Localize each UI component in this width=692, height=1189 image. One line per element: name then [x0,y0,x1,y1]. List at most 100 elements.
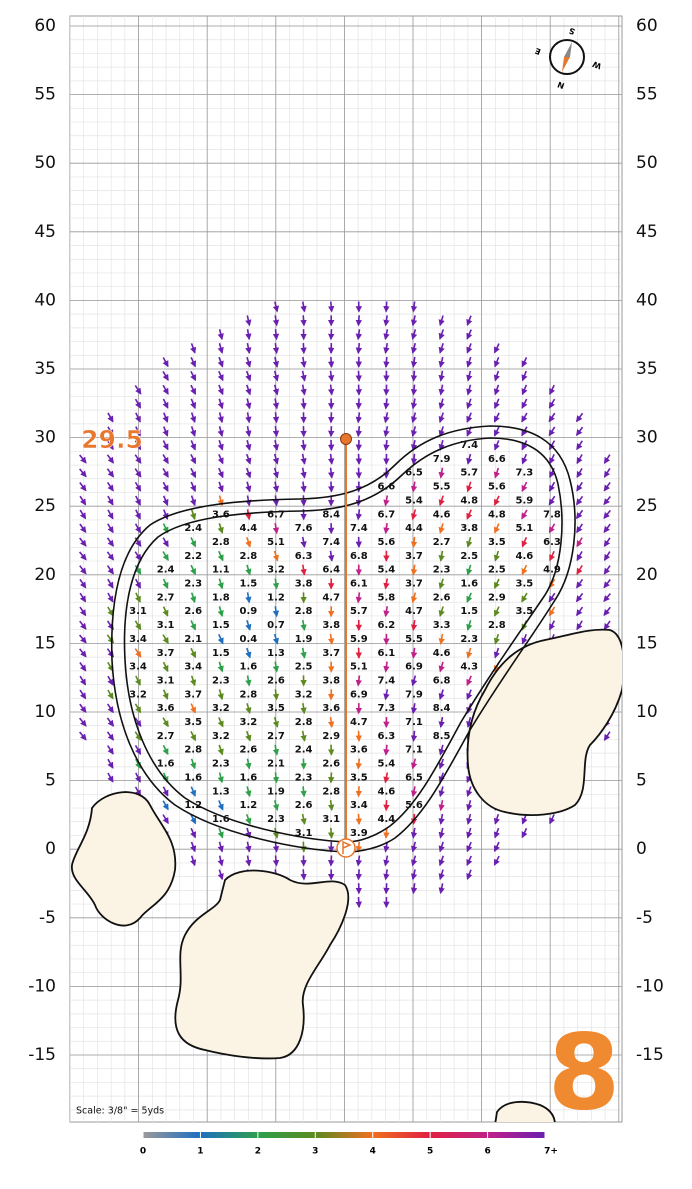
slope-arrow [106,551,115,561]
slope-arrow [300,315,307,327]
slope-arrow [438,689,445,701]
slope-arrow [411,592,418,604]
slope-arrow [190,343,197,354]
slope-arrow [245,564,252,576]
slope-arrow [466,509,473,520]
slope-arrow [383,329,390,341]
slope-arrow [548,620,556,631]
slope-arrow [410,841,418,853]
slope-arrow [327,384,335,396]
slope-arrow [190,731,197,742]
slope-arrow [245,675,252,687]
y-tick-label-left: 15 [34,633,56,653]
slope-value: 1.5 [240,579,258,590]
slope-arrow [493,647,500,659]
slope-value: 7.9 [405,689,423,700]
slope-arrow [107,675,114,686]
slope-arrow [383,439,390,452]
slope-arrow [217,550,224,562]
y-tick-label-left: 55 [34,85,56,105]
slope-arrow [355,342,363,355]
slope-arrow [466,343,473,354]
slope-arrow [245,370,252,382]
slope-arrow [576,454,583,465]
slope-arrow [79,662,87,672]
slope-arrow [411,509,418,521]
y-tick-label-left: 10 [34,702,56,722]
legend-label: 3 [312,1147,318,1157]
slope-arrow [438,426,445,437]
slope-value: 5.1 [350,662,368,673]
slope-arrow [603,523,611,533]
slope-arrow [438,467,445,479]
slope-arrow [493,343,500,354]
slope-arrow [107,592,114,603]
slope-value: 2.7 [157,592,175,603]
slope-arrow [107,745,114,755]
slope-arrow [383,661,390,673]
slope-arrow [603,468,611,478]
slope-value: 2.8 [295,606,313,617]
slope-value: 2.5 [460,551,478,562]
slope-value: 5.4 [405,495,423,506]
slope-arrow [493,384,500,396]
slope-arrow [410,481,418,493]
slope-arrow [245,647,252,659]
slope-arrow [603,592,611,603]
slope-arrow [190,357,196,368]
target-marker [340,433,352,445]
slope-arrow [328,855,335,867]
slope-arrow [107,495,114,506]
slope-value: 2.5 [488,565,506,576]
slope-arrow [272,578,280,590]
slope-arrow [300,370,307,382]
slope-value: 2.8 [488,620,506,631]
slope-arrow [106,717,115,727]
slope-value: 2.8 [322,786,340,797]
slope-arrow [79,648,87,658]
slope-arrow [383,772,390,784]
slope-arrow [79,509,87,520]
slope-value: 3.2 [212,703,230,714]
slope-arrow [134,731,142,741]
y-tick-label-left: 50 [34,153,56,173]
slope-arrow [245,841,252,853]
slope-arrow [217,370,224,382]
slope-arrow [52,552,59,559]
slope-arrow [548,606,556,617]
bunker [466,628,622,816]
slope-value: 2.3 [460,634,478,645]
slope-arrow [107,523,114,534]
slope-arrow [327,453,335,465]
slope-value: 5.1 [267,537,285,548]
slope-arrow [245,855,252,867]
slope-value: 2.6 [322,759,340,770]
slope-arrow [493,578,500,589]
slope-arrow [438,550,445,562]
slope-value: 1.5 [460,606,478,617]
slope-arrow [190,855,197,867]
slope-arrow [245,509,252,521]
slope-arrow [106,481,114,492]
slope-arrow [217,481,224,493]
slope-arrow [383,426,390,438]
slope-value: 2.4 [184,523,202,534]
slope-arrow [493,606,500,617]
slope-arrow [438,398,445,410]
slope-arrow [217,634,224,645]
y-tick-label-left: 60 [34,16,56,36]
slope-value: 2.3 [295,772,313,783]
slope-arrow [438,315,445,327]
slope-arrow [217,412,224,424]
slope-value: 2.8 [184,745,202,756]
slope-value: 6.3 [378,731,396,742]
legend-label: 2 [255,1147,261,1157]
slope-value: 2.6 [184,606,202,617]
slope-value: 3.7 [405,579,423,590]
slope-arrow [466,536,473,548]
slope-arrow [217,467,224,479]
slope-value: 4.7 [350,717,368,728]
slope-arrow [272,481,280,493]
slope-value: 2.6 [295,800,313,811]
